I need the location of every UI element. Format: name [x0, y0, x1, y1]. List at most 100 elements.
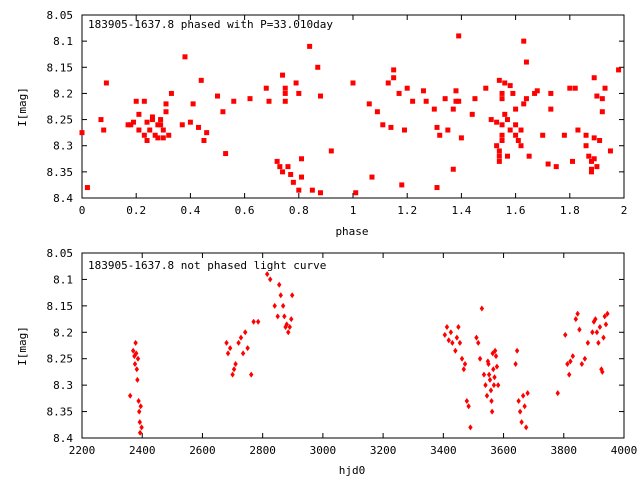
data-point: [599, 96, 605, 102]
data-point: [548, 106, 554, 112]
data-point: [286, 329, 291, 336]
phased-y-tick-label: 8.35: [47, 166, 74, 179]
data-point: [575, 310, 580, 317]
data-point: [486, 371, 492, 378]
data-point: [158, 117, 164, 123]
data-point: [459, 355, 465, 362]
data-point: [328, 148, 334, 154]
data-point: [163, 109, 169, 115]
data-point: [525, 390, 530, 397]
data-point: [499, 132, 505, 138]
data-point: [263, 85, 269, 91]
data-point: [594, 329, 600, 336]
data-point: [479, 305, 485, 312]
data-point: [462, 361, 468, 367]
data-point: [275, 313, 280, 320]
phased-x-tick-label: 1.8: [560, 204, 580, 217]
data-point: [160, 135, 166, 141]
data-point: [591, 156, 597, 162]
data-point: [594, 93, 600, 99]
data-point: [588, 158, 594, 164]
data-point: [220, 109, 226, 115]
data-point: [502, 80, 508, 86]
unphased-y-tick-label: 8.1: [53, 273, 73, 286]
data-point: [548, 90, 554, 96]
data-point: [494, 143, 500, 149]
data-point: [450, 166, 456, 172]
data-point: [160, 127, 166, 133]
data-point: [198, 77, 204, 83]
data-point: [521, 101, 527, 107]
phased-x-axis-title: phase: [335, 225, 368, 238]
data-point: [243, 329, 248, 336]
data-point: [585, 339, 591, 346]
data-point: [565, 361, 570, 367]
data-point: [224, 339, 229, 346]
data-point: [282, 98, 288, 104]
data-point: [561, 132, 567, 138]
data-point: [453, 98, 459, 104]
data-point: [464, 398, 470, 404]
data-point: [134, 366, 140, 373]
data-point: [420, 88, 426, 94]
data-point: [597, 324, 603, 330]
data-point: [374, 109, 380, 115]
data-point: [282, 313, 287, 320]
phased-y-axis-title: I[mag]: [16, 87, 29, 127]
unphased-x-tick-label: 3600: [490, 444, 517, 457]
phased-y-tick-label: 8.2: [53, 87, 73, 100]
data-point: [147, 127, 153, 133]
data-point: [570, 353, 576, 360]
data-point: [134, 350, 139, 357]
unphased-x-tick-label: 3400: [430, 444, 457, 457]
data-point: [190, 101, 196, 107]
data-point: [293, 80, 299, 86]
data-point: [201, 137, 207, 143]
data-point: [289, 292, 295, 299]
data-point: [457, 339, 463, 346]
data-point: [534, 88, 540, 94]
data-point: [517, 408, 523, 415]
data-point: [182, 54, 188, 60]
unphased-y-tick-label: 8.35: [47, 406, 74, 419]
data-point: [385, 80, 391, 86]
data-point: [599, 109, 605, 115]
data-point: [616, 67, 622, 73]
data-point: [545, 161, 551, 167]
unphased-y-tick-label: 8.2: [53, 326, 73, 339]
data-point: [448, 329, 454, 336]
data-point: [215, 93, 220, 99]
unphased-y-tick-label: 8.4: [53, 432, 73, 445]
data-point: [582, 355, 588, 362]
data-point: [442, 96, 448, 102]
data-point: [474, 334, 479, 341]
data-point: [251, 318, 256, 325]
phased-x-tick-label: 2: [621, 204, 628, 217]
data-point: [353, 190, 359, 196]
data-point: [396, 90, 402, 96]
data-point: [309, 187, 315, 193]
data-point: [144, 137, 150, 143]
unphased-plot-title: 183905-1637.8 not phased light curve: [88, 259, 326, 272]
unphased-light-curve-panel: 183905-1637.8 not phased light curve hjd…: [16, 247, 637, 477]
data-point: [127, 392, 133, 399]
data-point: [245, 345, 250, 352]
data-point: [476, 339, 481, 346]
phased-y-tick-label: 8.3: [53, 140, 73, 153]
data-point: [274, 158, 280, 164]
data-point: [499, 96, 505, 102]
data-point: [277, 164, 283, 170]
data-point: [141, 132, 147, 138]
data-point: [238, 334, 244, 341]
data-point: [350, 80, 356, 86]
data-point: [277, 281, 282, 288]
data-point: [522, 403, 527, 410]
data-point: [507, 127, 513, 133]
data-point: [98, 117, 104, 123]
data-point: [450, 339, 455, 346]
data-point: [231, 98, 237, 104]
data-point: [555, 390, 560, 397]
data-point: [431, 106, 437, 112]
data-point: [137, 408, 142, 415]
data-point: [249, 371, 254, 378]
